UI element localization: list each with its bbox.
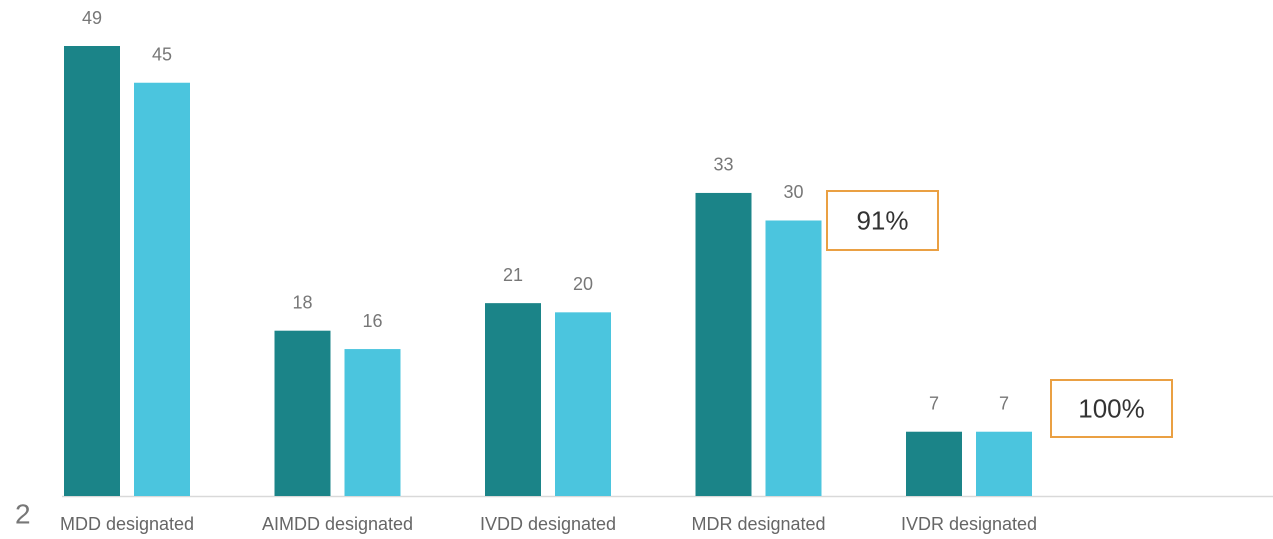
value-label: 21 (503, 265, 523, 285)
value-label: 7 (999, 393, 1009, 413)
page-number: 2 (15, 498, 31, 529)
x-tick-label: MDD designated (60, 514, 194, 534)
value-label: 16 (362, 311, 382, 331)
bar (976, 431, 1032, 496)
annotation-box (1050, 379, 1173, 438)
value-label: 45 (152, 44, 172, 64)
value-label: 33 (713, 155, 733, 175)
bar (555, 312, 611, 496)
value-label: 30 (783, 182, 803, 202)
bar (134, 82, 190, 497)
x-tick-label: MDR designated (691, 514, 825, 534)
x-tick-label: AIMDD designated (262, 514, 413, 534)
bar (906, 431, 962, 496)
annotation: 91% (856, 205, 908, 235)
bar (695, 192, 752, 496)
value-label: 18 (292, 292, 312, 312)
bar (64, 46, 120, 496)
value-label: 7 (929, 393, 939, 413)
x-tick-label: IVDR designated (901, 514, 1037, 534)
bar (274, 330, 331, 496)
bar (344, 349, 401, 496)
x-tick-label: IVDD designated (480, 514, 616, 534)
bar (485, 303, 541, 496)
annotation: 100% (1078, 393, 1145, 423)
bar (765, 220, 822, 496)
annotation-box (826, 190, 939, 251)
value-label: 20 (573, 274, 593, 294)
value-label: 49 (82, 8, 102, 28)
